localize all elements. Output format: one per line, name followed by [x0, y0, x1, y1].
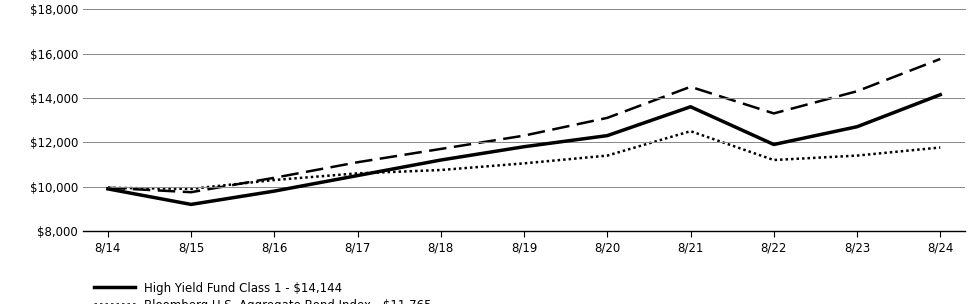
Legend: High Yield Fund Class 1 - $14,144, Bloomberg U.S. Aggregate Bond Index - $11,765: High Yield Fund Class 1 - $14,144, Bloom… [89, 277, 437, 304]
